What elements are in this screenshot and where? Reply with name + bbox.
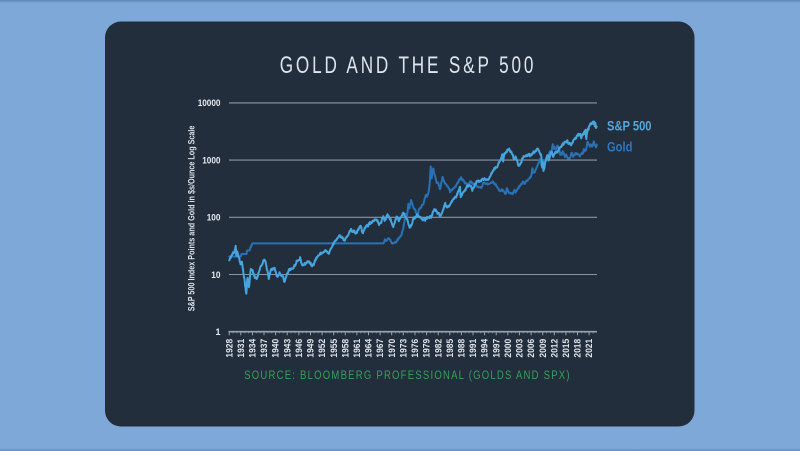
svg-text:1994: 1994 — [480, 339, 490, 358]
svg-text:1979: 1979 — [422, 339, 432, 358]
svg-text:1991: 1991 — [468, 339, 478, 358]
svg-text:S&P 500: S&P 500 — [607, 118, 652, 134]
svg-text:1988: 1988 — [457, 339, 467, 358]
svg-text:10000: 10000 — [198, 98, 221, 108]
svg-text:2000: 2000 — [503, 339, 513, 358]
svg-text:1973: 1973 — [398, 339, 408, 358]
svg-text:1940: 1940 — [271, 339, 281, 358]
svg-text:1982: 1982 — [433, 339, 443, 358]
svg-text:2006: 2006 — [526, 339, 536, 358]
svg-text:1997: 1997 — [491, 339, 501, 358]
svg-text:1949: 1949 — [306, 339, 316, 358]
svg-text:2021: 2021 — [584, 339, 594, 358]
svg-text:2009: 2009 — [538, 339, 548, 358]
svg-text:1952: 1952 — [317, 339, 327, 358]
svg-text:1937: 1937 — [259, 339, 269, 358]
svg-text:1955: 1955 — [329, 339, 339, 358]
svg-text:1961: 1961 — [352, 339, 362, 358]
svg-text:1964: 1964 — [364, 339, 374, 358]
svg-text:2018: 2018 — [573, 339, 583, 358]
svg-text:1970: 1970 — [387, 339, 397, 358]
svg-text:Gold: Gold — [607, 139, 632, 155]
svg-text:100: 100 — [207, 213, 221, 223]
svg-text:S&P 500 Index Points and Gold: S&P 500 Index Points and Gold in $s/Ounc… — [186, 126, 196, 312]
svg-text:1000: 1000 — [202, 155, 220, 165]
svg-text:1976: 1976 — [410, 339, 420, 358]
svg-text:2012: 2012 — [549, 339, 559, 358]
svg-text:GOLD AND THE S&P 500: GOLD AND THE S&P 500 — [280, 52, 537, 79]
svg-text:1: 1 — [215, 327, 220, 337]
svg-text:1946: 1946 — [294, 339, 304, 358]
svg-text:1928: 1928 — [224, 339, 234, 358]
svg-text:2015: 2015 — [561, 339, 571, 358]
svg-text:1943: 1943 — [282, 339, 292, 358]
svg-text:1958: 1958 — [340, 339, 350, 358]
svg-text:1931: 1931 — [236, 339, 246, 358]
svg-text:1934: 1934 — [248, 339, 258, 358]
svg-text:10: 10 — [211, 270, 220, 280]
svg-text:SOURCE: BLOOMBERG PROFESSIONAL: SOURCE: BLOOMBERG PROFESSIONAL (GOLDS AN… — [244, 370, 571, 382]
svg-text:1985: 1985 — [445, 339, 455, 358]
svg-text:1967: 1967 — [375, 339, 385, 358]
svg-text:2003: 2003 — [515, 339, 525, 358]
